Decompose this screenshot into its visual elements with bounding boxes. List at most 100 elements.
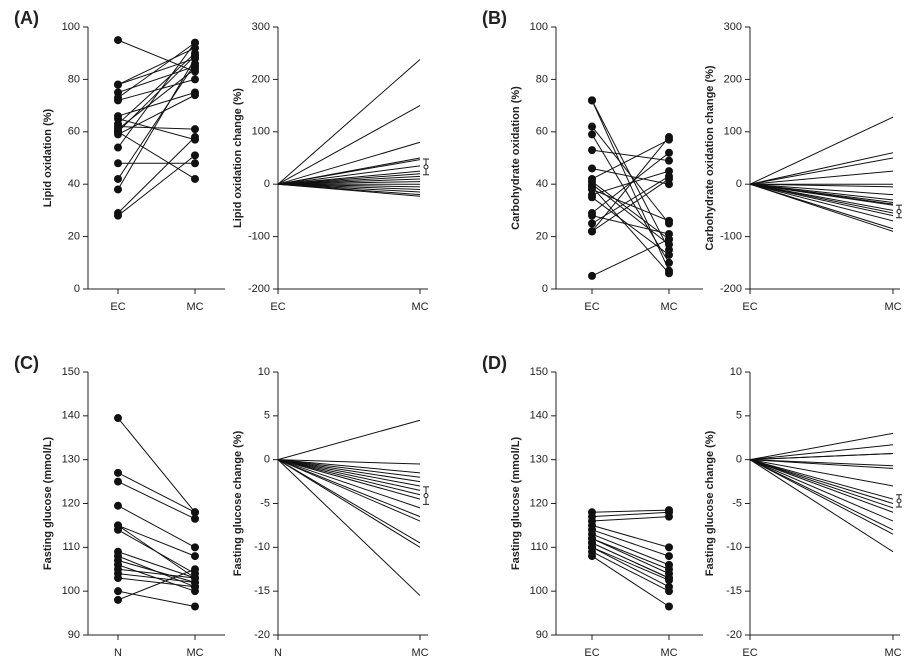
y-tick-label: 10: [258, 366, 270, 378]
dot: [665, 174, 673, 183]
subject-line: [277, 183, 421, 197]
dot: [114, 96, 122, 105]
dot: [665, 133, 673, 142]
subject-line: [749, 157, 894, 185]
y-tick-label: 90: [68, 629, 80, 641]
x-tick-label: EC: [584, 647, 599, 659]
y-tick-label: 0: [736, 454, 742, 466]
y-tick-label: -10: [254, 541, 270, 553]
subject-line: [749, 183, 894, 217]
subject-line: [591, 178, 670, 232]
subject-line: [117, 525, 196, 579]
y-axis-label: Fasting glucose change (%): [232, 430, 244, 576]
y-tick-label: -10: [726, 541, 742, 553]
y-tick-label: 100: [62, 21, 80, 33]
subject-line: [591, 538, 670, 570]
subject-line: [591, 152, 670, 214]
y-tick-label: 100: [252, 126, 270, 138]
subject-line: [591, 524, 670, 548]
subject-line: [591, 509, 670, 513]
subject-line: [591, 149, 670, 162]
dot: [114, 209, 122, 218]
mean-marker: [423, 493, 429, 499]
subject-line: [749, 116, 894, 185]
subject-line: [277, 459, 421, 518]
dot: [191, 133, 199, 142]
subject-line: [117, 52, 196, 125]
subject-line: [749, 459, 894, 500]
subject-line: [277, 459, 421, 465]
x-tick-label: N: [114, 647, 122, 659]
y-tick-label: 60: [68, 126, 80, 138]
subject-line: [117, 55, 196, 133]
y-tick-label: 100: [62, 585, 80, 597]
subject-line: [117, 118, 196, 141]
subject-line: [591, 546, 670, 581]
y-tick-label: 0: [736, 178, 742, 190]
subject-line: [591, 186, 670, 274]
dot: [665, 565, 673, 574]
y-tick-label: 100: [530, 585, 548, 597]
dot: [665, 574, 673, 583]
dot: [588, 130, 596, 139]
x-tick-label: EC: [110, 301, 125, 313]
x-tick-label: EC: [584, 301, 599, 313]
y-tick-label: 40: [68, 178, 80, 190]
y-tick-label: 120: [62, 497, 80, 509]
dot: [191, 38, 199, 47]
subject-line: [277, 459, 421, 478]
panel-label: (D): [482, 353, 507, 373]
subject-line: [749, 183, 894, 232]
y-axis-label: Carbohydrate oxidation (%): [510, 86, 522, 230]
dot: [191, 582, 199, 591]
subject-line: [749, 459, 894, 522]
dot: [114, 127, 122, 136]
subject-line: [591, 551, 670, 592]
y-tick-label: -200: [248, 283, 270, 295]
subject-line: [117, 42, 196, 148]
subject-line: [749, 459, 894, 553]
y-tick-label: -100: [720, 231, 742, 243]
dot: [191, 552, 199, 561]
subject-line: [277, 165, 421, 185]
subject-line: [277, 459, 421, 522]
subject-line: [277, 159, 421, 185]
mean-marker: [423, 164, 429, 170]
dot: [665, 258, 673, 267]
y-axis-label: Carbohydrate oxidation change (%): [704, 65, 716, 251]
y-tick-label: -15: [254, 585, 270, 597]
subject-line: [277, 459, 421, 483]
y-tick-label: 120: [530, 497, 548, 509]
subject-line: [117, 417, 196, 513]
y-tick-label: 200: [252, 73, 270, 85]
dot: [114, 159, 122, 168]
y-tick-label: 100: [530, 21, 548, 33]
subject-line: [591, 183, 670, 245]
y-tick-label: -100: [248, 231, 270, 243]
subject-line: [749, 432, 894, 461]
y-tick-label: 300: [252, 21, 270, 33]
subject-line: [277, 105, 421, 185]
subject-line: [117, 551, 196, 579]
subject-line: [117, 568, 196, 579]
dot: [588, 182, 596, 191]
dot: [191, 565, 199, 574]
subject-line: [117, 481, 196, 520]
subject-line: [749, 183, 894, 206]
y-tick-label: 0: [74, 283, 80, 295]
x-tick-label: MC: [660, 647, 677, 659]
y-axis-label: Fasting glucose (mmol/L): [510, 437, 522, 571]
subject-line: [749, 183, 894, 188]
y-tick-label: 100: [724, 126, 742, 138]
subject-line: [117, 57, 196, 86]
dot: [191, 543, 199, 552]
dot: [191, 125, 199, 134]
subject-line: [591, 139, 670, 180]
subject-line: [749, 453, 894, 461]
dot: [191, 602, 199, 611]
dot: [114, 80, 122, 89]
y-tick-label: 60: [536, 126, 548, 138]
dot: [114, 414, 122, 423]
dot: [191, 514, 199, 523]
